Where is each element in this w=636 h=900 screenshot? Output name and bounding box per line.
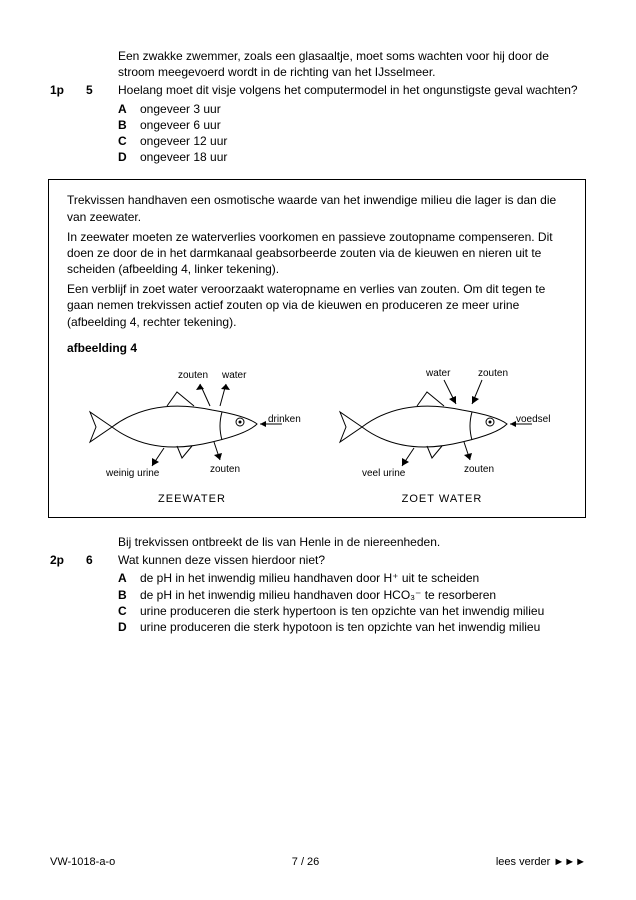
fish-right-svg: water zouten voedsel zouten veel urine (332, 362, 552, 482)
choice-letter: A (118, 570, 140, 586)
label-zouten-bottom: zouten (210, 464, 240, 475)
figure-title: afbeelding 4 (67, 340, 567, 356)
q6-number: 6 (86, 552, 104, 568)
choice-letter: B (118, 117, 140, 133)
box-p1: Trekvissen handhaven een osmotische waar… (67, 192, 567, 224)
label-zouten-bottom: zouten (464, 464, 494, 475)
page-content: Een zwakke zwemmer, zoals een glasaaltje… (118, 48, 586, 635)
intro-text-q6: Bij trekvissen ontbreekt de lis van Henl… (118, 534, 586, 550)
choice-text: de pH in het inwendig milieu handhaven d… (140, 570, 479, 586)
fish-right: water zouten voedsel zouten veel urine Z… (332, 362, 552, 507)
label-water: water (425, 368, 451, 379)
choice-letter: C (118, 603, 140, 619)
q6-stem: Wat kunnen deze vissen hierdoor niet? (118, 552, 325, 568)
question-5-marker: 1p 5 (50, 82, 118, 98)
question-5: 1p 5 Hoelang moet dit visje volgens het … (118, 82, 586, 98)
choice-text: ongeveer 3 uur (140, 101, 221, 117)
label-veel-urine: veel urine (362, 468, 406, 479)
label-zouten-top: zouten (478, 368, 508, 379)
label-weinig-urine: weinig urine (105, 468, 160, 479)
label-drinken: drinken (268, 414, 301, 425)
q6-choice-b: Bde pH in het inwendig milieu handhaven … (118, 587, 586, 603)
info-box: Trekvissen handhaven een osmotische waar… (48, 179, 586, 518)
q6-choice-d: Durine produceren die sterk hypotoon is … (118, 619, 586, 635)
q5-choice-d: Dongeveer 18 uur (118, 149, 586, 165)
fish-left-caption: ZEEWATER (82, 492, 302, 507)
box-p3: Een verblijf in zoet water veroorzaakt w… (67, 281, 567, 330)
choice-text: ongeveer 18 uur (140, 149, 227, 165)
figure-4: zouten water drinken zouten weinig urine… (67, 362, 567, 507)
q5-points: 1p (50, 82, 72, 98)
choice-letter: C (118, 133, 140, 149)
q5-stem: Hoelang moet dit visje volgens het compu… (118, 82, 578, 98)
q6-points: 2p (50, 552, 72, 568)
question-6: 2p 6 Wat kunnen deze vissen hierdoor nie… (118, 552, 586, 568)
q6-choices: Ade pH in het inwendig milieu handhaven … (118, 570, 586, 635)
box-p2: In zeewater moeten ze waterverlies voork… (67, 229, 567, 278)
choice-text: ongeveer 12 uur (140, 133, 227, 149)
q6-choice-a: Ade pH in het inwendig milieu handhaven … (118, 570, 586, 586)
footer-center: 7 / 26 (292, 855, 320, 870)
choice-text: urine produceren die sterk hypotoon is t… (140, 619, 540, 635)
choice-text: ongeveer 6 uur (140, 117, 221, 133)
q5-choice-b: Bongeveer 6 uur (118, 117, 586, 133)
q5-choice-c: Congeveer 12 uur (118, 133, 586, 149)
q6-choice-c: Curine produceren die sterk hypertoon is… (118, 603, 586, 619)
choice-letter: A (118, 101, 140, 117)
footer-left: VW-1018-a-o (50, 855, 115, 870)
intro-text-q5: Een zwakke zwemmer, zoals een glasaaltje… (118, 48, 586, 80)
page-footer: VW-1018-a-o 7 / 26 lees verder ►►► (50, 855, 586, 870)
fish-left: zouten water drinken zouten weinig urine… (82, 362, 302, 507)
label-zouten-top: zouten (178, 370, 208, 381)
choice-letter: B (118, 587, 140, 603)
q5-choice-a: Aongeveer 3 uur (118, 101, 586, 117)
question-6-marker: 2p 6 (50, 552, 118, 568)
footer-right: lees verder ►►► (496, 855, 586, 870)
fish-left-svg: zouten water drinken zouten weinig urine (82, 362, 302, 482)
label-water: water (221, 370, 247, 381)
choice-text: urine produceren die sterk hypertoon is … (140, 603, 544, 619)
choice-text: de pH in het inwendig milieu handhaven d… (140, 587, 496, 603)
q5-choices: Aongeveer 3 uur Bongeveer 6 uur Congevee… (118, 101, 586, 166)
choice-letter: D (118, 619, 140, 635)
q5-number: 5 (86, 82, 104, 98)
fish-right-caption: ZOET WATER (332, 492, 552, 507)
choice-letter: D (118, 149, 140, 165)
label-voedsel: voedsel (516, 414, 550, 425)
